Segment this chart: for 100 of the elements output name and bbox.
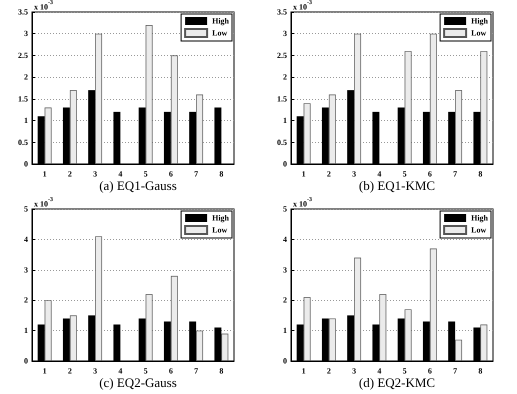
y-tick-label: 2 bbox=[283, 72, 287, 82]
y-tick-label: 3.5 bbox=[18, 8, 28, 16]
x-tick-label: 4 bbox=[377, 170, 382, 178]
x-tick-label: 8 bbox=[219, 170, 224, 178]
legend-label: High bbox=[212, 16, 230, 26]
y-tick-label: 0 bbox=[24, 356, 28, 366]
x-tick-label: 2 bbox=[326, 170, 331, 178]
y-tick-label: 2 bbox=[283, 296, 287, 305]
y-tick-label: 3.5 bbox=[277, 8, 287, 16]
y-tick-label: 3 bbox=[24, 265, 28, 274]
x-tick-label: 4 bbox=[377, 366, 382, 376]
y-tick-label: 2.5 bbox=[18, 50, 28, 60]
y-tick-label: 3 bbox=[24, 29, 28, 38]
bar bbox=[304, 103, 311, 164]
x-tick-label: 8 bbox=[219, 366, 224, 376]
bar bbox=[480, 324, 488, 361]
text: (b) EQ1-KMC bbox=[358, 178, 436, 193]
x-tick-label: 8 bbox=[478, 170, 482, 178]
x-tick-label: 7 bbox=[194, 170, 198, 178]
x-tick-label: 3 bbox=[352, 366, 356, 376]
legend-label: High bbox=[212, 214, 230, 222]
y-tick-label: 0 bbox=[283, 356, 287, 366]
bar bbox=[44, 300, 52, 361]
legend-label: Low bbox=[212, 28, 228, 38]
bar bbox=[354, 258, 362, 361]
x-tick-label: 2 bbox=[68, 170, 72, 178]
bar bbox=[70, 90, 77, 164]
bar bbox=[146, 25, 153, 164]
y-tick-label: 5 bbox=[24, 204, 28, 214]
bar bbox=[196, 330, 204, 361]
bar bbox=[455, 340, 462, 361]
y-tick-label: 0.5 bbox=[277, 138, 287, 147]
y-tick-label: 2.5 bbox=[277, 50, 287, 60]
x-tick-label: 3 bbox=[352, 170, 356, 178]
bar bbox=[44, 108, 52, 164]
x-tick-label: 1 bbox=[42, 170, 47, 178]
text: (c) EQ2-Gauss bbox=[99, 375, 177, 390]
x-tick-label: 6 bbox=[168, 170, 173, 178]
y-tick-label: 3 bbox=[283, 29, 287, 38]
x-tick-label: 7 bbox=[194, 366, 198, 376]
x-tick-label: 5 bbox=[144, 366, 148, 376]
x-tick-label: 8 bbox=[478, 366, 482, 376]
text: (d) EQ2-KMC bbox=[358, 375, 436, 390]
bar bbox=[221, 334, 228, 361]
y-tick-label: 0 bbox=[24, 160, 28, 168]
x-tick-label: 7 bbox=[453, 170, 458, 178]
x-tick-label: 1 bbox=[42, 366, 47, 376]
y-tick-label: 1 bbox=[24, 326, 28, 336]
bar bbox=[430, 34, 437, 164]
bar bbox=[170, 55, 178, 164]
legend-label: Low bbox=[471, 28, 486, 38]
x-tick-label: 4 bbox=[118, 366, 122, 376]
x-tick-label: 4 bbox=[118, 170, 122, 178]
bar bbox=[70, 315, 77, 361]
bar bbox=[354, 34, 362, 164]
y-tick-label: 4 bbox=[283, 234, 287, 244]
bar bbox=[455, 90, 462, 164]
x-tick-label: 2 bbox=[326, 366, 331, 376]
x-tick-label: 1 bbox=[302, 366, 306, 376]
x-tick-label: 7 bbox=[453, 366, 458, 376]
bar bbox=[480, 51, 488, 164]
bar bbox=[95, 34, 102, 164]
bar bbox=[430, 248, 437, 361]
bar bbox=[95, 236, 102, 361]
y-tick-label: 1.5 bbox=[18, 94, 28, 104]
x-tick-label: 6 bbox=[428, 366, 432, 376]
y-tick-label: 2 bbox=[24, 72, 28, 82]
legend-label: High bbox=[471, 214, 489, 222]
y-tick-label: 4 bbox=[24, 234, 28, 244]
legend-label: Low bbox=[471, 226, 486, 234]
y-tick-label: 0 bbox=[283, 160, 287, 168]
y-tick-label: 1 bbox=[283, 116, 287, 126]
legend-label: Low bbox=[212, 226, 228, 234]
y-tick-label: 0.5 bbox=[18, 138, 28, 147]
legend-label: High bbox=[471, 16, 489, 26]
x-tick-label: 6 bbox=[168, 366, 173, 376]
y-tick-label: 1 bbox=[283, 326, 287, 336]
x-tick-label: 3 bbox=[93, 170, 98, 178]
y-tick-label: 3 bbox=[283, 265, 287, 274]
bar bbox=[146, 294, 153, 361]
x-tick-label: 5 bbox=[144, 170, 148, 178]
bar bbox=[196, 94, 204, 164]
y-tick-label: 1 bbox=[24, 116, 28, 126]
x-tick-label: 2 bbox=[68, 366, 72, 376]
x-tick-label: 6 bbox=[428, 170, 432, 178]
text: (a) EQ1-Gauss bbox=[99, 178, 177, 193]
bar bbox=[328, 94, 336, 164]
bar bbox=[304, 297, 311, 361]
x-tick-label: 5 bbox=[402, 366, 407, 376]
bar bbox=[170, 276, 178, 361]
y-tick-label: 5 bbox=[283, 204, 287, 214]
bar bbox=[328, 318, 336, 361]
y-tick-label: 2 bbox=[24, 296, 28, 305]
x-tick-label: 3 bbox=[93, 366, 98, 376]
bar bbox=[404, 309, 412, 361]
bar bbox=[379, 294, 386, 361]
bar bbox=[404, 51, 412, 164]
x-tick-label: 5 bbox=[402, 170, 407, 178]
x-tick-label: 1 bbox=[302, 170, 306, 178]
y-tick-label: 1.5 bbox=[277, 94, 287, 104]
